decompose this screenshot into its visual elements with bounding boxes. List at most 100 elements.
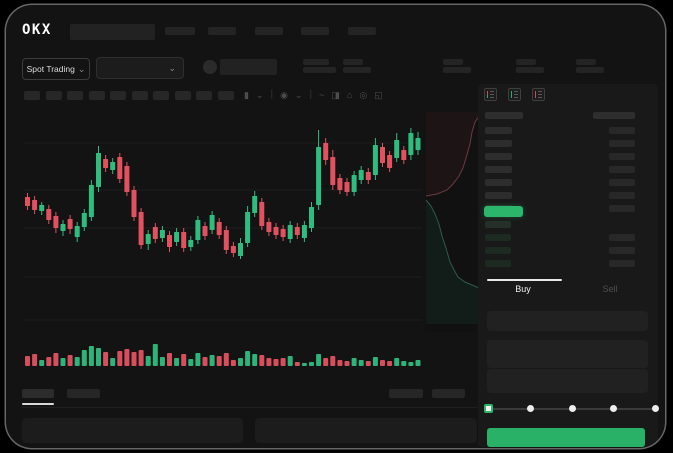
ask-amount-placeholder [609, 127, 635, 134]
pair-name-placeholder [220, 59, 277, 75]
volume-bar [152, 344, 158, 366]
bottom-panel-left[interactable] [22, 418, 243, 443]
bid-price-placeholder[interactable] [485, 247, 511, 254]
indicators-icon[interactable]: ◉ [280, 89, 288, 100]
candle-body [401, 150, 407, 160]
nav-item-placeholder[interactable] [255, 27, 283, 35]
candle-body [323, 143, 329, 160]
nav-item-placeholder[interactable] [301, 27, 329, 35]
volume-bar [287, 356, 293, 366]
nav-item-placeholder[interactable] [165, 27, 195, 35]
bottom-tab-placeholder[interactable] [67, 389, 100, 398]
ask-price-placeholder[interactable] [485, 140, 512, 147]
candle-body [344, 182, 350, 192]
volume-bar [230, 360, 236, 366]
volume-bar [252, 354, 258, 366]
candles-layer[interactable] [25, 128, 421, 259]
candle-body [415, 138, 421, 150]
candle-body [372, 145, 378, 175]
ticker-stat-volume [576, 59, 604, 73]
ask-amount-placeholder [609, 192, 635, 199]
header-menu-placeholder[interactable] [70, 24, 155, 40]
candle-body [110, 162, 116, 170]
ask-price-placeholder[interactable] [485, 127, 512, 134]
candle-type-icon[interactable]: ▮ [244, 89, 249, 100]
nav-item-placeholder[interactable] [208, 27, 236, 35]
bottom-action-placeholder[interactable] [432, 389, 465, 398]
candle-body [266, 222, 272, 232]
candle-body [202, 226, 208, 236]
candle-body [117, 157, 123, 179]
chevron-down-icon: ⌄ [77, 63, 86, 74]
volume-bar [280, 358, 286, 366]
volume-bar [259, 355, 265, 366]
bottom-action-placeholder[interactable] [389, 389, 423, 398]
volume-bar [117, 351, 123, 366]
volume-bar [74, 357, 80, 366]
candle-body [138, 212, 144, 245]
slider-dot[interactable] [568, 405, 576, 412]
slider-dot[interactable] [527, 405, 534, 412]
volume-bar [330, 356, 336, 366]
line-tool-icon[interactable]: ~ [319, 89, 325, 100]
volume-bar [344, 361, 350, 366]
pair-dropdown[interactable]: ⌄ [96, 57, 184, 79]
snapshot-icon[interactable]: ⌂ [346, 89, 353, 100]
volume-bar [145, 356, 151, 366]
bid-price-placeholder[interactable] [485, 221, 511, 228]
total-input-placeholder[interactable] [487, 369, 648, 393]
candle-body [273, 227, 279, 235]
candle-body [124, 166, 130, 192]
price-input-placeholder[interactable] [487, 311, 648, 331]
volume-bar [387, 361, 393, 366]
volume-bar [110, 358, 116, 366]
nav-item-placeholder[interactable] [348, 27, 376, 35]
volume-bar [167, 353, 172, 366]
row-lines [514, 91, 518, 98]
tab-sell[interactable]: Sell [602, 284, 618, 294]
bid-price-placeholder[interactable] [485, 260, 511, 267]
tab-buy[interactable]: Buy [515, 284, 531, 294]
chart-interval-buttons[interactable] [24, 91, 234, 100]
market-type-selector[interactable]: Spot Trading ⌄ [22, 58, 90, 80]
volume-layer[interactable] [25, 344, 421, 366]
volume-bar [124, 349, 130, 366]
compare-icon[interactable]: ◨ [331, 89, 340, 100]
volume-bar [32, 354, 38, 366]
candle-body [408, 133, 414, 155]
ask-price-placeholder[interactable] [485, 166, 512, 173]
slider-dot[interactable] [651, 405, 659, 412]
market-type-label: Spot Trading [26, 64, 75, 74]
ask-price-placeholder[interactable] [485, 192, 512, 199]
bottom-panel-right[interactable] [255, 418, 477, 443]
bid-price-placeholder[interactable] [485, 234, 511, 241]
settings-icon[interactable]: ◎ [359, 89, 368, 100]
bottom-tab-active-placeholder[interactable] [22, 389, 54, 398]
buy-submit-button[interactable] [487, 428, 645, 447]
candlestick-chart[interactable] [6, 5, 665, 448]
volume-bar [188, 359, 194, 366]
orderbook-asks-view-icon[interactable] [532, 88, 545, 101]
ticker-stat-last-price [303, 59, 336, 73]
ask-price-placeholder[interactable] [485, 153, 512, 160]
candle-body [301, 225, 307, 238]
fullscreen-icon[interactable]: ◱ [374, 89, 383, 100]
slider-handle-selected[interactable] [484, 404, 493, 413]
volume-bar [294, 362, 300, 366]
candle-body [74, 226, 80, 237]
chevron-down-icon[interactable]: ⌄ [255, 89, 264, 100]
chevron-down-icon[interactable]: ⌄ [294, 89, 303, 100]
orderbook-split-view-icon[interactable] [484, 88, 497, 101]
orderbook-bids-view-icon[interactable] [508, 88, 521, 101]
bid-amount-placeholder [609, 260, 635, 267]
candle-body [259, 202, 265, 226]
slider-dot[interactable] [610, 405, 617, 412]
ask-price-placeholder[interactable] [485, 179, 512, 186]
depth-chart [425, 112, 481, 332]
candle-body [181, 232, 187, 248]
amount-input-placeholder[interactable] [487, 340, 648, 368]
candle-body [81, 213, 87, 227]
volume-bar [46, 357, 52, 366]
orderbook-last-price-bar[interactable] [484, 206, 523, 217]
volume-bar [131, 352, 137, 366]
